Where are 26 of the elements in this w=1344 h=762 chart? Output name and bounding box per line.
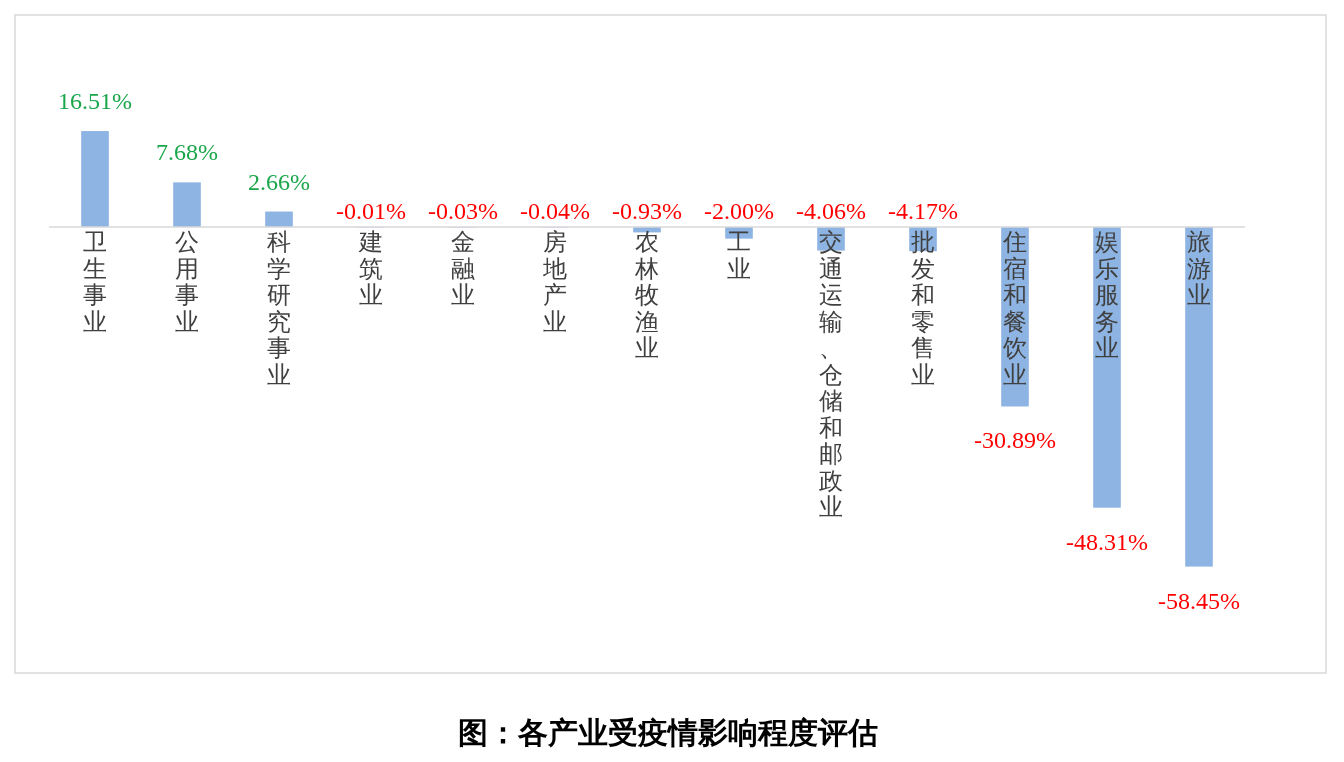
x-tick-label: 公用事业 <box>175 228 199 336</box>
category-label: 交通运输、仓储和邮政业 <box>819 228 843 521</box>
data-label: -58.45% <box>1158 587 1240 614</box>
x-tick-label: 科学研究事业 <box>267 228 291 389</box>
data-label: 7.68% <box>156 139 218 166</box>
data-label: -0.93% <box>612 198 682 224</box>
data-label: 2.66% <box>248 168 310 195</box>
x-tick-label: 建筑业 <box>358 228 383 309</box>
data-label: -0.04% <box>520 198 590 224</box>
x-tick-label: 金融业 <box>451 228 475 309</box>
x-tick-label: 农林牧渔业 <box>634 228 659 362</box>
data-label: -48.31% <box>1066 528 1148 555</box>
x-tick-label: 房地产业 <box>542 228 567 336</box>
x-tick-label: 卫生事业 <box>83 228 107 336</box>
x-tick-label: 旅游业 <box>1187 228 1211 309</box>
text: 图：各产业受疫情影响程度评估 <box>458 715 878 750</box>
data-label: -4.17% <box>888 198 958 224</box>
data-label: -4.06% <box>796 198 866 224</box>
x-tick-label: 批发和零售业 <box>911 228 935 389</box>
data-label: -30.89% <box>974 427 1056 454</box>
data-label: -0.03% <box>428 198 498 224</box>
x-tick-label: 住宿和餐饮业 <box>1002 228 1027 389</box>
data-label: 16.51% <box>58 88 132 115</box>
data-label: -0.01% <box>336 198 406 224</box>
data-label: -2.00% <box>704 198 774 224</box>
x-tick-label: 娱乐服务业 <box>1095 228 1119 362</box>
